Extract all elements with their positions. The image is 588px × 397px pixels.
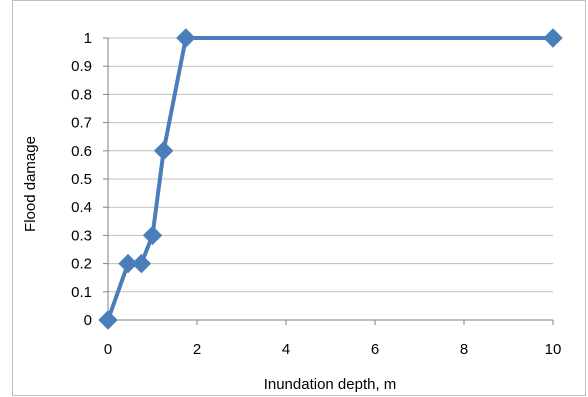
x-axis-title: Inundation depth, m [264,376,397,393]
y-axis-title: Flood damage [22,136,39,232]
data-point-marker [98,310,118,330]
y-tick-label: 0.4 [71,199,92,216]
y-tick-label: 1 [84,30,92,47]
series-layer [98,28,563,330]
y-tick-label: 0 [84,312,92,329]
y-tick-label: 0.2 [71,256,92,273]
x-tick-label: 2 [193,341,201,358]
gridlines [108,37,553,293]
y-tick-label: 0.7 [71,115,92,132]
y-tick-label: 0.8 [71,86,92,103]
data-point-marker [131,253,152,274]
x-tick-label: 8 [460,341,468,358]
x-tick-label: 10 [545,341,562,358]
data-point-marker [153,141,174,161]
y-tick-label: 0.9 [71,58,92,75]
data-point-marker [176,28,196,48]
y-tick-label: 0.3 [71,227,92,244]
x-tick-label: 4 [282,341,290,358]
data-point-marker [118,253,138,274]
x-tick-label: 6 [371,341,379,358]
y-tick-labels: 0 0.1 0.2 0.3 0.4 0.5 0.6 0.7 0.8 0.9 1 [71,30,92,329]
y-tick-label: 0.5 [71,171,92,188]
data-point-marker [543,28,563,48]
x-tick-labels: 0 2 4 6 8 10 [104,341,562,358]
x-tick-label: 0 [104,341,112,358]
data-point-marker [142,225,163,246]
y-tick-label: 0.6 [71,143,92,160]
y-tick-label: 0.1 [71,284,92,301]
axes [103,37,554,325]
